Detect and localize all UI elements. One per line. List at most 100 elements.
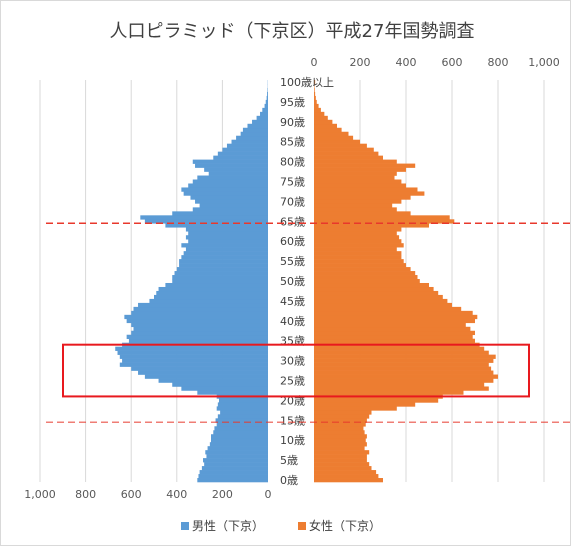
- age-label: 0歳: [280, 474, 298, 487]
- age-label: 35歳: [280, 335, 305, 348]
- bar-male: [227, 144, 268, 148]
- bar-male: [190, 195, 268, 199]
- bar-female: [314, 231, 397, 235]
- bar-male: [186, 247, 268, 251]
- bar-female: [314, 148, 374, 152]
- bar-female: [314, 255, 401, 259]
- bar-female: [314, 390, 464, 394]
- bar-male: [257, 116, 268, 120]
- bar-male: [205, 450, 268, 454]
- bar-female: [314, 140, 360, 144]
- age-label: 70歳: [280, 195, 305, 208]
- age-label: 85歳: [280, 136, 305, 149]
- bar-female: [314, 180, 401, 184]
- bar-male: [202, 466, 268, 470]
- age-label: 60歳: [280, 235, 305, 248]
- bar-male: [115, 347, 268, 351]
- age-label: 15歳: [280, 414, 305, 427]
- bar-male: [267, 96, 268, 100]
- bar-male: [188, 231, 268, 235]
- bar-female: [314, 136, 353, 140]
- bar-female: [314, 299, 447, 303]
- bar-male: [172, 382, 268, 386]
- bar-male: [241, 132, 268, 136]
- age-label: 40歳: [280, 315, 305, 328]
- bar-female: [314, 466, 372, 470]
- bar-male: [260, 112, 268, 116]
- bar-female: [314, 414, 369, 418]
- bar-female: [314, 307, 461, 311]
- x-tick-label-female: 400: [396, 56, 417, 69]
- bar-male: [181, 187, 268, 191]
- bar-male: [184, 191, 268, 195]
- x-tick-label-male: 600: [121, 488, 142, 501]
- bar-male: [140, 215, 268, 219]
- bar-female: [314, 152, 378, 156]
- bar-male: [133, 327, 268, 331]
- bar-female: [314, 203, 392, 207]
- bar-female: [314, 462, 369, 466]
- bar-female: [314, 239, 401, 243]
- bar-female: [314, 283, 429, 287]
- x-tick-label-male: 400: [166, 488, 187, 501]
- bar-male: [266, 100, 268, 104]
- legend-swatch-female: [298, 522, 306, 530]
- bar-female: [314, 267, 411, 271]
- bar-male: [186, 235, 268, 239]
- age-label: 30歳: [280, 355, 305, 368]
- age-label: 75歳: [280, 175, 305, 188]
- bar-male: [203, 458, 268, 462]
- bar-female: [314, 402, 415, 406]
- bar-female: [314, 172, 397, 176]
- bar-female: [314, 291, 438, 295]
- bar-female: [314, 351, 489, 355]
- bar-female: [314, 96, 316, 100]
- bar-female: [314, 450, 369, 454]
- x-tick-label-female: 0: [311, 56, 318, 69]
- bar-male: [243, 128, 268, 132]
- bar-female: [314, 359, 493, 363]
- bar-male: [118, 351, 268, 355]
- bar-female: [314, 303, 452, 307]
- bar-female: [314, 347, 484, 351]
- bar-male: [172, 279, 268, 283]
- bar-male: [219, 398, 268, 402]
- bar-male: [193, 160, 268, 164]
- bar-female: [314, 446, 365, 450]
- bar-male: [138, 371, 268, 375]
- bar-female: [314, 215, 450, 219]
- bar-male: [195, 199, 268, 203]
- bar-female: [314, 199, 401, 203]
- x-tick-label-female: 1,000: [528, 56, 560, 69]
- bar-male: [127, 335, 268, 339]
- age-label: 65歳: [280, 215, 305, 228]
- bar-female: [314, 295, 443, 299]
- bar-female: [314, 104, 319, 108]
- bar-female: [314, 251, 401, 255]
- bar-male: [172, 275, 268, 279]
- bar-female: [314, 367, 491, 371]
- age-label: 55歳: [280, 255, 305, 268]
- bar-female: [314, 160, 397, 164]
- bar-male: [131, 323, 268, 327]
- bar-male: [267, 92, 268, 96]
- bar-male: [206, 454, 268, 458]
- legend-swatch-male: [181, 522, 189, 530]
- bar-male: [179, 263, 268, 267]
- bar-male: [149, 299, 268, 303]
- bar-male: [154, 295, 268, 299]
- bar-male: [211, 438, 268, 442]
- bar-female: [314, 311, 473, 315]
- bar-female: [314, 470, 376, 474]
- bar-female: [314, 323, 466, 327]
- bar-male: [179, 259, 268, 263]
- bar-male: [197, 478, 268, 482]
- bar-male: [181, 243, 268, 247]
- age-label: 100歳以上: [280, 76, 334, 89]
- bar-female: [314, 92, 315, 96]
- bar-female: [314, 144, 367, 148]
- bar-female: [314, 207, 397, 211]
- bar-male: [129, 339, 268, 343]
- age-label: 50歳: [280, 275, 305, 288]
